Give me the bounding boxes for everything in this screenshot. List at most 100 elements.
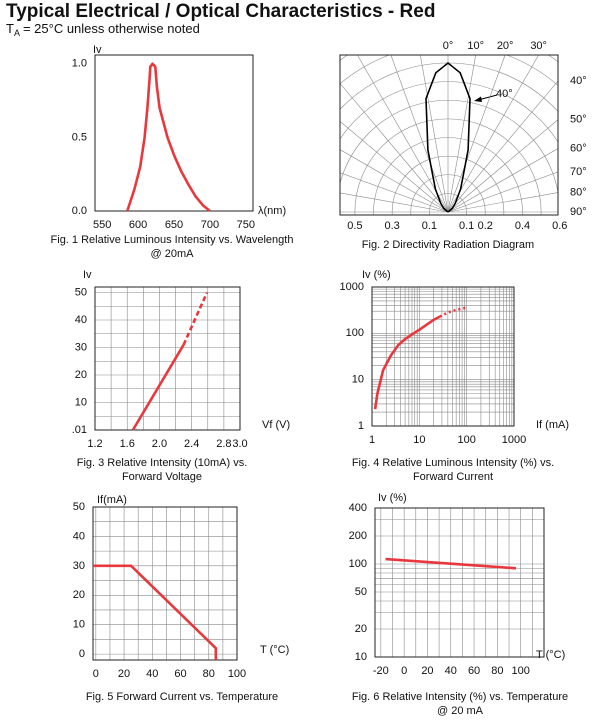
y-tick-label: 50 (73, 501, 85, 513)
y-tick-label: 1000 (340, 281, 364, 293)
x-tick-label: 750 (237, 219, 255, 231)
x-tick-label: 0 (401, 665, 407, 677)
y-tick-label: 40 (75, 314, 87, 326)
radius-tick-label: 0.2 (478, 220, 493, 232)
angle-tick-label: 70° (570, 166, 587, 178)
radius-tick-label: 0.5 (347, 220, 362, 232)
y-axis-label: If(mA) (97, 494, 127, 506)
radial-grid-line (340, 192, 449, 213)
x-tick-label: 80 (203, 668, 215, 680)
figure-caption: @ 20mA (151, 248, 195, 260)
figure-caption: Forward Current (413, 471, 493, 483)
x-tick-label: 3.0 (232, 438, 247, 450)
y-axis-label: Iv (%) (362, 269, 391, 281)
plot-frame (94, 286, 241, 431)
x-tick-label: 80 (491, 665, 503, 677)
radius-tick-label: 0.1 (422, 220, 437, 232)
plot-frame (371, 286, 515, 427)
angle-tick-label: 80° (570, 187, 587, 199)
x-axis-label: T (°C) (260, 644, 289, 656)
y-tick-label: 50 (355, 586, 367, 598)
radial-grid-line (447, 55, 476, 213)
y-axis-label: Iv (83, 269, 92, 281)
x-tick-label: 2.0 (152, 438, 167, 450)
y-tick-label: 0.0 (72, 205, 87, 217)
page-subtitle: TA = 25°C unless otherwise noted (6, 21, 200, 38)
radiation-pattern (425, 61, 471, 213)
figure-caption: Fig. 2 Directivity Radiation Diagram (362, 239, 534, 251)
polar-grid (340, 55, 558, 215)
y-tick-label: 10 (352, 374, 364, 386)
y-tick-label: 0.5 (72, 131, 87, 143)
angle-tick-label: 90° (570, 206, 587, 218)
y-tick-label: 30 (75, 341, 87, 353)
y-tick-label: 30 (73, 560, 85, 572)
figure-caption: @ 20 mA (437, 705, 484, 717)
y-axis-label: Iv (%) (378, 492, 407, 504)
y-tick-label: 20 (73, 589, 85, 601)
x-tick-label: 600 (129, 219, 147, 231)
y-tick-label: 50 (75, 286, 87, 298)
x-tick-label: 20 (421, 665, 433, 677)
y-tick-label: 400 (349, 502, 367, 514)
x-tick-label: 0 (93, 668, 99, 680)
data-line (385, 557, 517, 570)
angle-tick-label: 50° (570, 114, 587, 126)
plot-frame (92, 506, 238, 661)
y-tick-label: 10 (75, 396, 87, 408)
figure-caption: Fig. 1 Relative Luminous Intensity vs. W… (51, 234, 294, 246)
x-axis-label: If (mA) (536, 419, 569, 431)
angle-tick-label: 0° (443, 40, 454, 52)
y-tick-label: .01 (72, 424, 87, 436)
radial-grid-line (340, 120, 449, 213)
radial-grid-line (447, 171, 558, 213)
y-tick-label: 200 (349, 530, 367, 542)
figure-caption: Fig. 4 Relative Luminous Intensity (%) v… (352, 457, 554, 469)
page-title: Typical Electrical / Optical Characteris… (6, 1, 435, 22)
radial-grid-line (447, 119, 558, 213)
radius-tick-label: 0.6 (552, 220, 567, 232)
angle-tick-label: 30° (530, 40, 547, 52)
y-tick-label: 20 (355, 623, 367, 635)
x-axis-label: λ(nm) (258, 205, 286, 217)
y-tick-label: 20 (75, 369, 87, 381)
plot-frame (94, 54, 254, 212)
x-tick-label: 550 (93, 219, 111, 231)
radial-grid-line (447, 80, 558, 213)
subtitle-subscript: A (14, 28, 20, 38)
y-tick-label: 100 (346, 327, 364, 339)
x-tick-label: 1.6 (120, 438, 135, 450)
x-tick-label: 20 (118, 668, 130, 680)
radius-tick-label: 0.4 (515, 220, 530, 232)
figure-caption: Forward Voltage (122, 471, 202, 483)
x-tick-label: 40 (445, 665, 457, 677)
data-line (131, 344, 185, 431)
x-tick-label: 60 (174, 668, 186, 680)
figure-caption: Fig. 6 Relative Intensity (%) vs. Temper… (352, 691, 568, 703)
angle-tick-label: 40° (570, 75, 587, 87)
y-tick-label: 10 (355, 651, 367, 663)
radial-grid-line (447, 55, 539, 213)
data-line (373, 315, 441, 410)
x-tick-label: 100 (228, 668, 246, 680)
data-line (126, 62, 211, 213)
x-axis-label: Vf (V) (262, 419, 290, 431)
annotation-arrowhead (474, 96, 482, 102)
radial-grid-line (357, 55, 449, 213)
figure-caption: Fig. 3 Relative Intensity (10mA) vs. (77, 457, 248, 469)
angle-tick-label: 20° (497, 40, 514, 52)
radial-grid-line (447, 192, 558, 213)
x-tick-label: 2.8 (216, 438, 231, 450)
angle-tick-label: 10° (467, 40, 484, 52)
annotation-arrow (479, 94, 498, 100)
data-line (93, 564, 218, 660)
x-tick-label: 1.2 (87, 438, 102, 450)
y-tick-label: 10 (73, 619, 85, 631)
subtitle-symbol: T (6, 21, 14, 36)
radial-grid-line (420, 55, 449, 213)
x-tick-label: 100 (512, 665, 530, 677)
figure-caption: Fig. 5 Forward Current vs. Temperature (86, 691, 278, 703)
x-tick-label: 1 (369, 434, 375, 446)
radial-grid-line (340, 82, 449, 213)
